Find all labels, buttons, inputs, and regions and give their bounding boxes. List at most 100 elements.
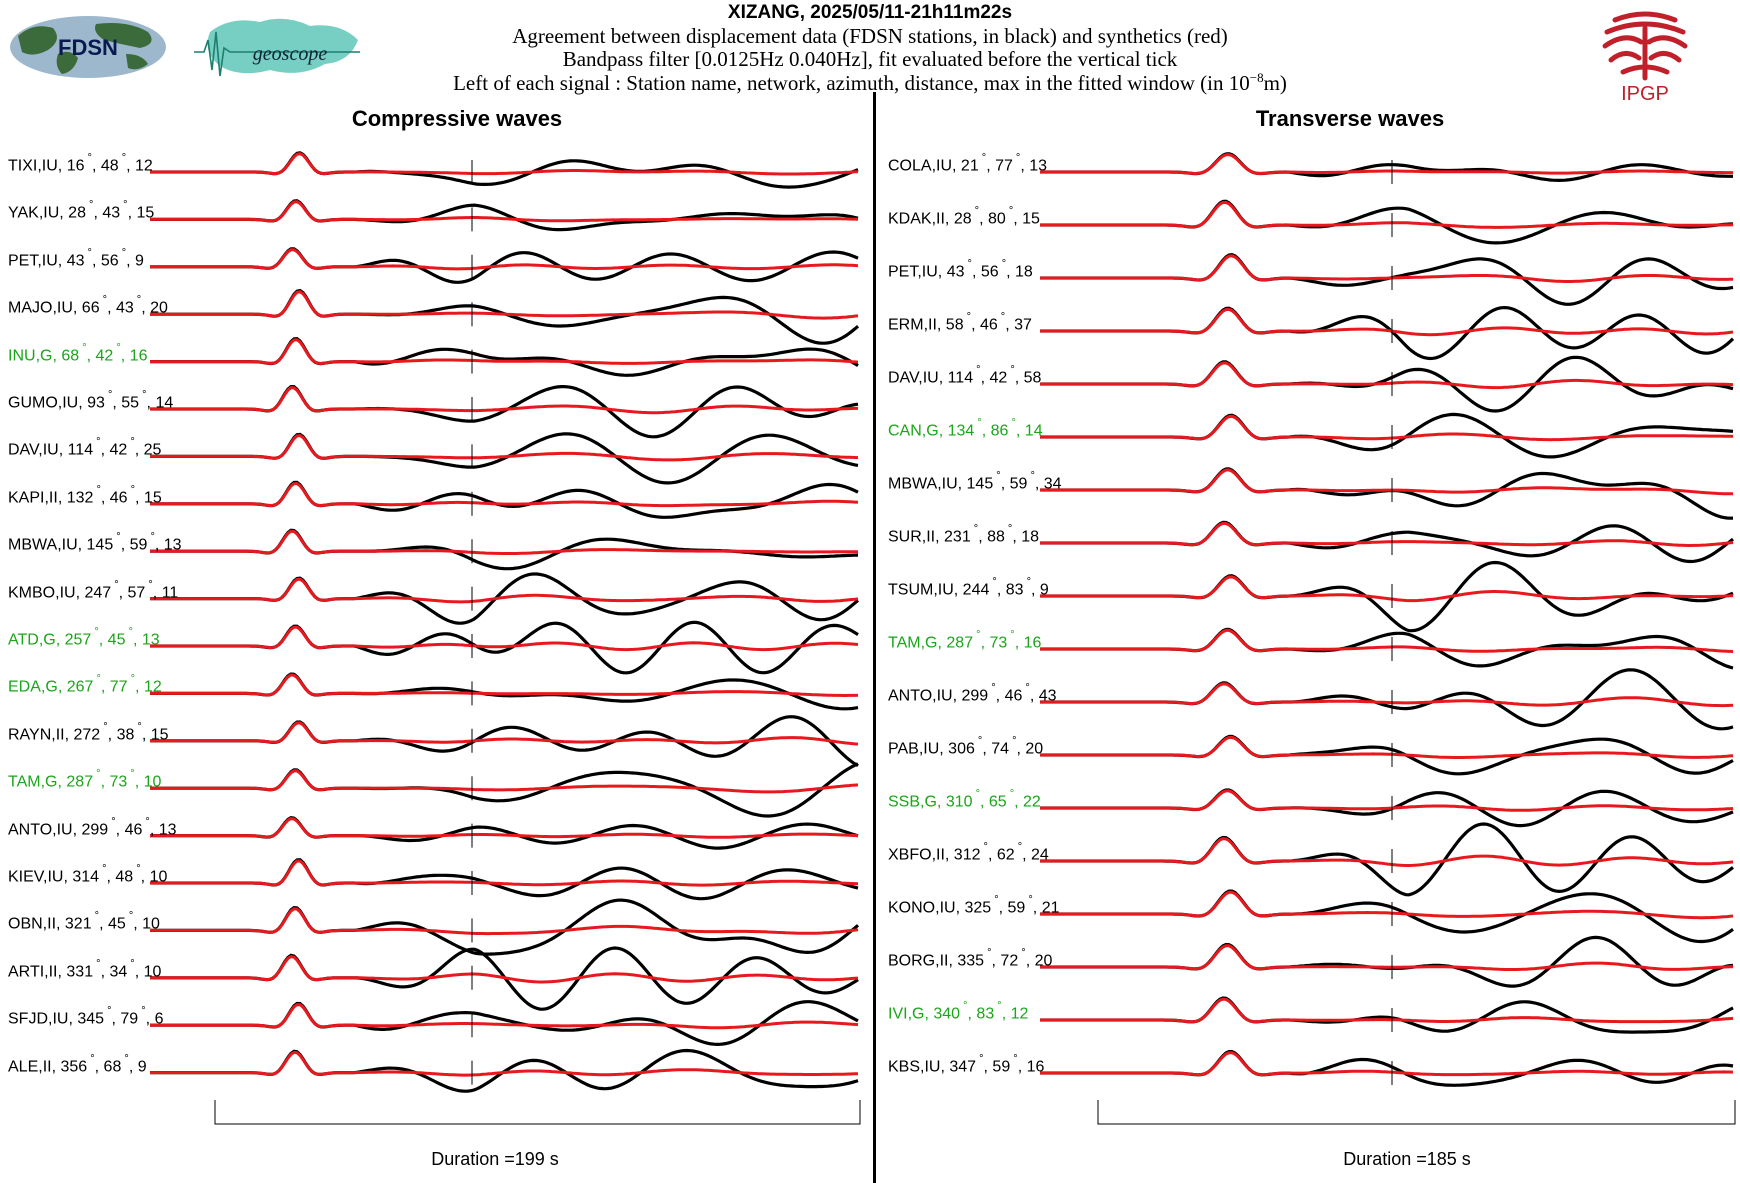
data-trace-inu bbox=[150, 336, 859, 377]
label-azimuth: 132 bbox=[66, 489, 94, 507]
label-max: 9 bbox=[135, 252, 144, 270]
label-distance: 34 bbox=[109, 963, 128, 981]
label-max: 24 bbox=[1031, 846, 1049, 864]
label-station: SSB bbox=[888, 793, 921, 811]
label-max: 16 bbox=[1026, 1058, 1045, 1076]
label-network: IU bbox=[922, 369, 939, 387]
svg-text:geoscope: geoscope bbox=[253, 43, 328, 65]
label-max: 16 bbox=[1023, 634, 1042, 652]
station-label-anto: ANTO,IU, 299 °, 46 °, 43 bbox=[888, 682, 1057, 705]
label-station: SFJD bbox=[8, 1010, 48, 1028]
label-station: PET bbox=[8, 252, 38, 270]
label-station: ARTI bbox=[8, 963, 45, 981]
label-network: II bbox=[936, 846, 945, 864]
station-label-ale: ALE,II, 356 °, 68 °, 9 bbox=[8, 1052, 147, 1075]
synthetic-trace-rayn bbox=[150, 721, 859, 746]
label-station: KBS bbox=[888, 1058, 921, 1076]
label-max: 6 bbox=[154, 1010, 164, 1028]
station-label-pet: PET,IU, 43 °, 56 °, 9 bbox=[8, 246, 144, 270]
label-network: II bbox=[47, 915, 57, 933]
duration-bracket-0 bbox=[214, 1100, 861, 1125]
station-label-kbs: KBS,IU, 347 °, 59 °, 16 bbox=[888, 1053, 1045, 1076]
label-network: IU bbox=[52, 1010, 69, 1028]
synthetic-trace-anto bbox=[1040, 682, 1734, 708]
label-network: II bbox=[939, 952, 949, 970]
label-distance: 65 bbox=[988, 793, 1007, 811]
label-distance: 77 bbox=[109, 678, 128, 696]
label-max: 22 bbox=[1023, 793, 1041, 811]
label-azimuth: 244 bbox=[962, 581, 990, 599]
data-trace-anto bbox=[1040, 668, 1734, 731]
label-azimuth: 114 bbox=[67, 441, 94, 459]
label-max: 34 bbox=[1043, 475, 1062, 493]
label-network: II bbox=[48, 963, 58, 981]
label-max: 11 bbox=[161, 583, 179, 601]
station-label-dav: DAV,IU, 114 °, 42 °, 58 bbox=[888, 364, 1042, 387]
synthetic-trace-can bbox=[1040, 414, 1733, 442]
label-distance: 46 bbox=[1004, 687, 1023, 705]
label-max: 10 bbox=[143, 963, 162, 981]
synthetic-trace-pet bbox=[1040, 254, 1733, 283]
label-distance: 45 bbox=[107, 915, 126, 933]
data-trace-kono bbox=[1040, 889, 1734, 944]
station-label-yak: YAK,IU, 28 °, 43 °, 15 bbox=[8, 199, 155, 222]
synthetic-trace-tam bbox=[150, 769, 859, 794]
synthetic-trace-xbfo bbox=[1040, 837, 1734, 867]
label-azimuth: 314 bbox=[72, 868, 100, 886]
data-trace-mbwa bbox=[1040, 467, 1734, 520]
label-azimuth: 267 bbox=[66, 678, 94, 696]
synthetic-trace-kapi bbox=[150, 481, 859, 508]
label-azimuth: 134 bbox=[947, 422, 975, 440]
label-max: 15 bbox=[136, 204, 155, 222]
label-azimuth: 145 bbox=[966, 475, 994, 493]
synthetic-trace-dav bbox=[1040, 361, 1734, 390]
label-max: 12 bbox=[1010, 1005, 1029, 1023]
label-distance: 56 bbox=[980, 263, 999, 281]
synthetic-trace-ivi bbox=[1040, 997, 1734, 1024]
synthetic-trace-obn bbox=[150, 907, 859, 936]
label-max: 9 bbox=[137, 1057, 147, 1075]
station-label-kiev: KIEV,IU, 314 °, 48 °, 10 bbox=[8, 863, 168, 886]
label-max: 13 bbox=[141, 631, 160, 649]
label-azimuth: 325 bbox=[964, 899, 992, 917]
synthetic-trace-sur bbox=[1040, 521, 1734, 547]
label-azimuth: 331 bbox=[66, 963, 94, 981]
label-network: II bbox=[928, 316, 937, 334]
label-azimuth: 287 bbox=[66, 773, 94, 791]
duration-label-compressive: Duration =199 s bbox=[431, 1149, 559, 1169]
label-azimuth: 68 bbox=[61, 346, 80, 364]
label-distance: 59 bbox=[992, 1058, 1011, 1076]
label-distance: 73 bbox=[109, 773, 128, 791]
label-network: IU bbox=[47, 868, 64, 886]
label-station: CAN bbox=[888, 422, 922, 440]
panel-1-traces bbox=[1040, 152, 1735, 1087]
label-network: G bbox=[926, 422, 939, 440]
label-distance: 86 bbox=[990, 422, 1009, 440]
label-azimuth: 321 bbox=[64, 915, 92, 933]
label-station: ALE bbox=[8, 1057, 39, 1075]
label-max: 20 bbox=[1025, 740, 1044, 758]
station-label-dav: DAV,IU, 114 °, 42 °, 25 bbox=[8, 436, 162, 459]
label-network: IU bbox=[921, 263, 938, 281]
fdsn-logo: FDSN bbox=[10, 16, 166, 78]
label-azimuth: 335 bbox=[957, 952, 985, 970]
label-azimuth: 231 bbox=[944, 528, 971, 546]
data-trace-xbfo bbox=[1040, 822, 1734, 897]
label-distance: 55 bbox=[121, 394, 140, 412]
synthetic-trace-mbwa bbox=[150, 529, 858, 555]
synthetic-trace-gumo bbox=[150, 386, 858, 415]
label-max: 16 bbox=[129, 346, 148, 364]
label-distance: 79 bbox=[120, 1010, 139, 1028]
synthetic-trace-pab bbox=[1040, 735, 1734, 759]
label-network: IU bbox=[924, 1058, 941, 1076]
label-azimuth: 43 bbox=[66, 252, 85, 270]
label-network: IU bbox=[56, 820, 73, 838]
station-label-inu: INU,G, 68 °, 42 °, 16 bbox=[8, 341, 148, 364]
label-network: G bbox=[912, 1005, 925, 1023]
ipgp-logo: IPGP bbox=[1602, 11, 1688, 105]
label-distance: 48 bbox=[100, 157, 119, 175]
figure-title: XIZANG, 2025/05/11-21h11m22s bbox=[727, 2, 1013, 23]
compressive-panel-title: Compressive waves bbox=[351, 106, 563, 131]
label-station: BORG bbox=[888, 952, 936, 970]
